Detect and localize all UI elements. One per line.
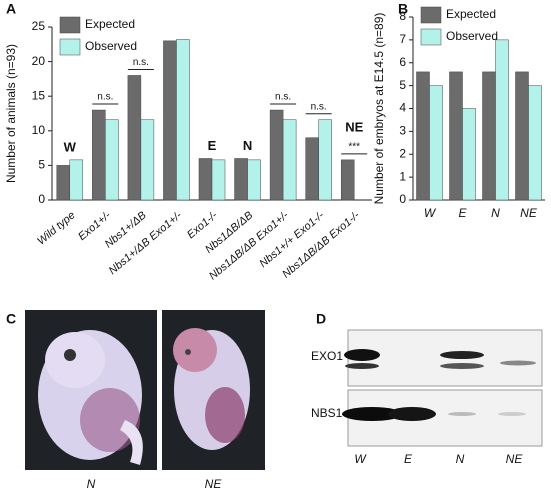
bar: [462, 108, 476, 201]
legend-swatch: [420, 28, 442, 46]
group-label: NE: [345, 119, 363, 134]
lane-label: E: [404, 452, 413, 466]
photo: [25, 310, 157, 470]
bar: [127, 75, 142, 201]
y-tick-label: 3: [399, 124, 406, 138]
bar: [211, 159, 226, 201]
panel-letter: B: [398, 1, 408, 17]
y-axis-label: Number of animals (n=93): [4, 44, 18, 183]
bar: [482, 71, 496, 201]
significance-label: n.s.: [275, 92, 291, 103]
blot-row-label: EXO1: [311, 349, 343, 363]
bar: [340, 159, 355, 201]
lane-label: W: [354, 452, 367, 466]
bar: [163, 40, 177, 201]
x-tick-label: E: [458, 206, 467, 220]
bar: [56, 165, 71, 201]
y-tick-label: 6: [399, 55, 406, 69]
bar: [140, 119, 155, 201]
y-axis-label: Number of embryos at E14.5 (n=89): [372, 13, 386, 205]
legend-swatch: [59, 16, 81, 34]
x-tick-label: NE: [520, 206, 538, 220]
bar: [528, 85, 542, 201]
y-tick-label: 0: [399, 192, 406, 206]
blot: [342, 329, 543, 447]
y-tick-label: 2: [399, 146, 406, 160]
bar: [105, 119, 119, 201]
y-tick-label: 15: [32, 88, 46, 102]
y-tick-label: 8: [399, 9, 406, 23]
panel-letter: D: [316, 311, 326, 327]
bar: [416, 71, 430, 201]
bar: [495, 39, 509, 201]
bar: [429, 85, 443, 201]
legend-label: Expected: [85, 17, 135, 31]
x-tick-label: N: [491, 206, 500, 220]
bar: [269, 109, 284, 201]
photo-label: NE: [205, 477, 223, 491]
bar: [247, 159, 261, 201]
legend-label: Expected: [446, 7, 496, 21]
photo-label: N: [87, 477, 96, 491]
legend-swatch: [59, 38, 81, 56]
x-tick-label: W: [424, 206, 437, 220]
y-tick-label: 0: [38, 192, 45, 206]
bar: [234, 158, 248, 201]
bar: [69, 159, 84, 201]
photo: [162, 310, 265, 470]
significance-label: n.s.: [133, 57, 149, 68]
panel-letter: A: [6, 1, 16, 17]
legend-label: Observed: [446, 29, 498, 43]
significance-label: n.s.: [97, 92, 113, 103]
y-tick-label: 4: [399, 101, 406, 115]
bar: [318, 119, 332, 201]
bar: [515, 71, 529, 201]
significance-label: ***: [348, 142, 360, 153]
panel-letter: C: [6, 311, 16, 327]
blot-row-label: NBS1: [311, 406, 343, 420]
y-tick-label: 1: [399, 169, 406, 183]
y-tick-label: 7: [399, 32, 406, 46]
bar: [282, 119, 297, 201]
y-tick-label: 25: [32, 19, 46, 33]
y-tick-label: 5: [38, 158, 45, 172]
group-label: E: [208, 138, 217, 153]
bar: [92, 109, 106, 201]
lane-label: N: [456, 452, 465, 466]
bar: [449, 71, 463, 201]
bar: [198, 158, 213, 201]
bar: [305, 137, 319, 201]
x-tick-label: Wild type: [35, 209, 77, 247]
lane-label: NE: [506, 452, 524, 466]
legend-swatch: [420, 6, 442, 24]
legend-label: Observed: [85, 39, 137, 53]
y-tick-label: 5: [399, 78, 406, 92]
y-tick-label: 20: [32, 54, 46, 68]
y-tick-label: 10: [32, 123, 46, 137]
group-label: N: [243, 138, 252, 153]
significance-label: n.s.: [311, 101, 327, 112]
group-label: W: [64, 139, 77, 154]
bar: [176, 39, 190, 201]
